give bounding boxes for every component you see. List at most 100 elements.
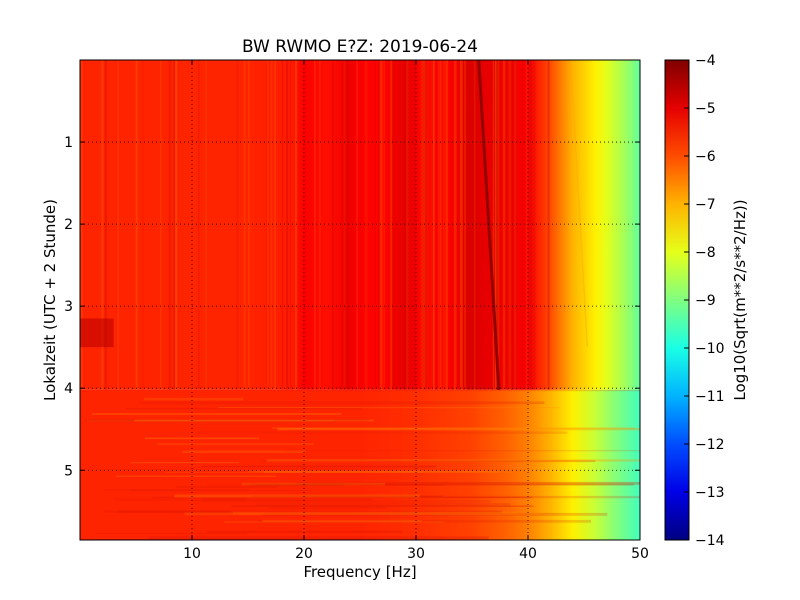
colorbar-tick-label: −8	[695, 245, 716, 261]
texture-streak	[261, 460, 596, 463]
texture-stripe	[433, 60, 435, 390]
x-tick-label: 50	[631, 546, 649, 562]
texture-stripe	[319, 60, 321, 390]
seismic-event-patch	[80, 318, 114, 348]
texture-streak	[257, 519, 591, 523]
x-tick-label: 20	[295, 546, 313, 562]
colorbar-tick-label: −9	[695, 293, 716, 309]
texture-streak	[182, 450, 306, 454]
texture-stripe	[547, 60, 550, 390]
texture-stripe	[425, 60, 428, 390]
texture-stripe	[383, 60, 385, 390]
texture-stripe	[390, 60, 393, 390]
y-axis-ticks: 1 2 3 4 5	[64, 135, 640, 479]
texture-streak	[129, 489, 311, 492]
texture-streak	[138, 401, 545, 405]
texture-streak	[207, 484, 445, 486]
texture-streak	[102, 489, 251, 491]
texture-stripe	[177, 60, 179, 390]
texture-stripe	[525, 60, 528, 390]
texture-stripe	[420, 60, 424, 390]
texture-stripe	[473, 60, 476, 390]
texture-stripe	[509, 60, 512, 390]
texture-stripe	[80, 60, 82, 390]
texture-stripe	[175, 60, 178, 390]
texture-stripe	[274, 60, 276, 390]
colorbar-ticks: −4 −5 −6 −7 −8 −9 −10 −11 −12 −13 −14	[684, 53, 725, 549]
texture-stripe	[281, 60, 284, 390]
texture-streak	[267, 390, 640, 392]
texture-streak	[252, 495, 443, 497]
colorbar-tick-label: −6	[695, 149, 716, 165]
texture-streak	[116, 475, 276, 477]
chart-title: BW RWMO E?Z: 2019-06-24	[242, 37, 478, 57]
texture-stripe	[439, 60, 442, 390]
y-tick-label: 3	[64, 299, 73, 315]
texture-streak	[207, 530, 404, 533]
texture-streak	[224, 521, 445, 523]
x-tick-label: 40	[519, 546, 537, 562]
texture-streak	[233, 511, 518, 515]
texture-stripe	[506, 60, 509, 390]
texture-streak	[197, 431, 568, 434]
texture-stripe	[510, 60, 514, 390]
x-tick-label: 30	[407, 546, 425, 562]
texture-stripe	[80, 60, 83, 390]
y-axis-label: Lokalzeit (UTC + 2 Stunde)	[41, 199, 59, 401]
texture-stripe	[160, 60, 162, 390]
y-tick-label: 5	[64, 463, 73, 479]
texture-streak	[268, 507, 387, 509]
texture-streak	[218, 407, 560, 409]
texture-streak	[201, 465, 437, 468]
texture-stripe	[168, 60, 172, 390]
texture-stripe	[422, 60, 426, 390]
texture-stripe	[116, 60, 119, 390]
colorbar-tick-label: −11	[695, 389, 725, 405]
texture-stripe	[364, 60, 368, 390]
texture-streak	[157, 443, 314, 446]
texture-streak	[96, 533, 247, 535]
texture-streak	[263, 471, 499, 473]
texture-stripe	[265, 60, 268, 390]
texture-streak	[166, 471, 423, 473]
texture-stripe	[408, 60, 410, 390]
colorbar-tick-label: −14	[695, 533, 725, 549]
texture-stripe	[410, 60, 413, 390]
texture-streak	[175, 486, 277, 488]
texture-stripe	[378, 60, 381, 390]
texture-stripe	[494, 60, 497, 390]
texture-streak	[114, 497, 247, 501]
texture-stripe	[495, 60, 499, 390]
texture-streak	[148, 536, 489, 540]
texture-streak	[262, 519, 422, 522]
texture-stripe	[492, 60, 494, 390]
texture-streak	[184, 512, 542, 516]
drifting-frequency-line	[477, 60, 501, 390]
texture-stripe	[314, 60, 316, 390]
texture-stripe	[531, 60, 533, 390]
texture-stripe	[442, 60, 446, 390]
texture-streak	[144, 437, 260, 440]
texture-stripe	[433, 60, 435, 390]
texture-streak	[195, 500, 492, 503]
texture-streak	[272, 427, 635, 429]
texture-stripe	[405, 60, 409, 390]
colorbar-tick-label: −10	[695, 341, 725, 357]
texture-streak	[241, 482, 386, 486]
texture-stripe	[379, 60, 383, 390]
texture-stripe	[529, 60, 532, 390]
x-tick-label: 10	[183, 546, 201, 562]
texture-streak	[85, 419, 369, 422]
texture-stripe	[356, 60, 358, 390]
y-tick-label: 2	[64, 217, 73, 233]
texture-stripe	[435, 60, 438, 390]
colorbar-tick-label: −13	[695, 485, 725, 501]
texture-stripe	[117, 60, 119, 390]
spectral-texture	[80, 60, 640, 540]
texture-stripe	[115, 60, 117, 390]
texture-stripe	[462, 60, 464, 390]
colorbar-tick-label: −7	[695, 197, 716, 213]
texture-streak	[152, 496, 533, 499]
texture-streak	[86, 419, 335, 422]
